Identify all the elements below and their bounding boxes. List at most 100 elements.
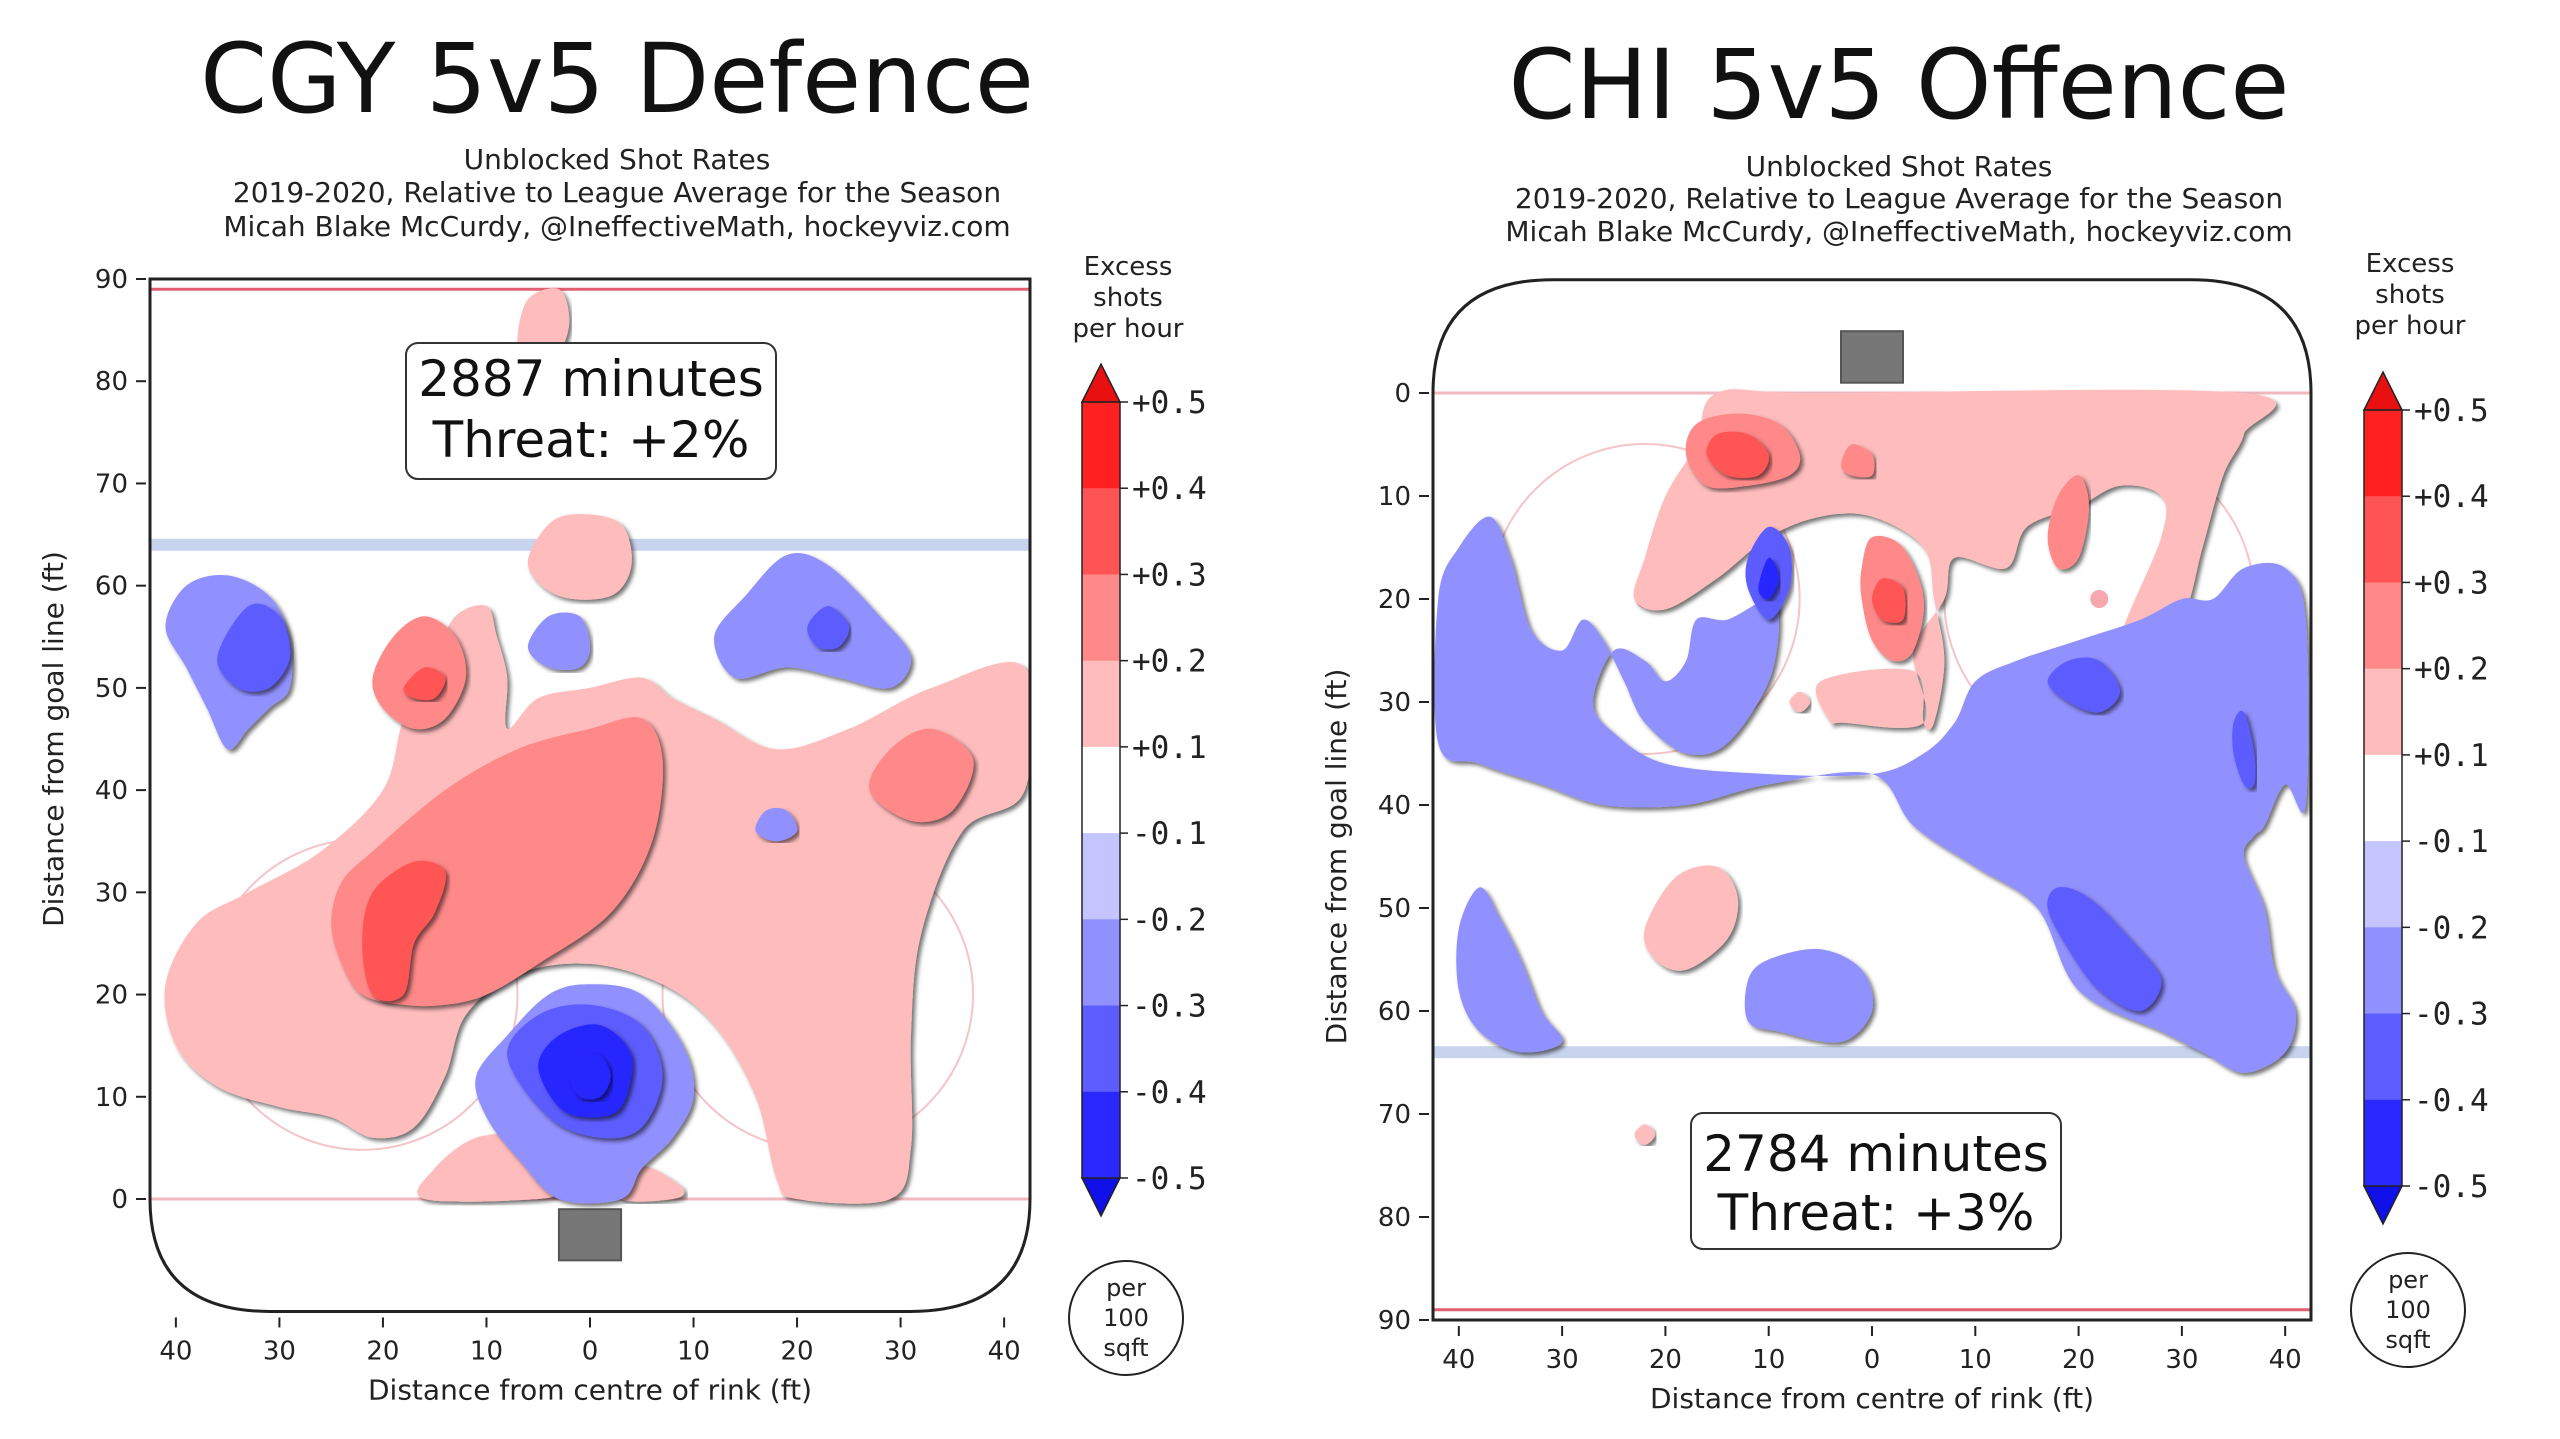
legend-swatch xyxy=(2364,496,2402,583)
legend-label: +0.5 xyxy=(2414,393,2489,429)
y-tick-label: 40 xyxy=(1378,791,1411,821)
contour-region xyxy=(403,667,446,701)
legend-label: -0.4 xyxy=(1132,1075,1207,1111)
contour-region xyxy=(1633,389,2277,730)
y-axis-label: Distance from goal line (ft) xyxy=(37,551,70,927)
y-tick-label: 30 xyxy=(1378,688,1411,718)
y-axis-label: Distance from goal line (ft) xyxy=(1320,669,1353,1045)
y-tick-label: 0 xyxy=(111,1185,128,1215)
legend-swatch xyxy=(1082,1091,1120,1179)
legend-swatch xyxy=(2364,668,2402,756)
y-tick-label: 10 xyxy=(95,1083,128,1113)
y-tick-label: 70 xyxy=(95,469,128,499)
legend-swatch xyxy=(2364,927,2402,1015)
legend-title-line: shots xyxy=(2375,280,2445,310)
y-tick-label: 90 xyxy=(1378,1306,1411,1336)
chart-subtitle-line: Unblocked Shot Rates xyxy=(1746,150,2053,183)
legend-label: -0.4 xyxy=(2414,1083,2489,1119)
legend-swatch xyxy=(1082,746,1120,834)
contour-region xyxy=(807,606,850,650)
x-tick-label: 40 xyxy=(159,1336,192,1366)
legend-swatch xyxy=(1082,833,1120,920)
unit-label-line: sqft xyxy=(1103,1334,1148,1362)
info-box xyxy=(405,342,777,480)
rink-border xyxy=(148,277,1032,1313)
y-tick-label: 80 xyxy=(95,367,128,397)
chart-subtitle-line: 2019-2020, Relative to League Average fo… xyxy=(1515,182,2283,215)
legend-label: +0.5 xyxy=(1132,385,1207,421)
chart-subtitle-line: 2019-2020, Relative to League Average fo… xyxy=(233,176,1001,209)
contour-region xyxy=(755,807,798,842)
chart-subtitle-line: Micah Blake McCurdy, @IneffectiveMath, h… xyxy=(1505,215,2292,248)
legend-label: -0.3 xyxy=(1132,989,1207,1025)
contour-region xyxy=(527,612,590,671)
x-tick-label: 20 xyxy=(781,1336,814,1366)
contour-region xyxy=(1872,578,1906,623)
goal-net xyxy=(557,1208,623,1262)
legend-label: -0.5 xyxy=(2414,1169,2489,1205)
legend-label: -0.1 xyxy=(1132,816,1207,852)
y-tick-label: 90 xyxy=(95,265,128,295)
legend-swatch xyxy=(1082,402,1120,489)
x-tick-label: 40 xyxy=(1442,1345,1475,1375)
x-tick-label: 0 xyxy=(582,1336,599,1366)
minutes-label: 2784 minutes xyxy=(1703,1125,2049,1183)
unit-label-line: per xyxy=(2388,1266,2428,1294)
legend-title-line: Excess xyxy=(2366,249,2455,279)
legend-label: +0.4 xyxy=(1132,471,1207,507)
x-tick-label: 20 xyxy=(1649,1345,1682,1375)
x-tick-label: 10 xyxy=(470,1336,503,1366)
legend-title-line: shots xyxy=(1093,283,1163,313)
unit-circle xyxy=(2350,1252,2466,1368)
chart-subtitle-line: Unblocked Shot Rates xyxy=(464,143,771,176)
legend-swatch xyxy=(1082,660,1120,748)
legend-label: -0.2 xyxy=(1132,902,1207,938)
contour-region xyxy=(1744,948,1874,1043)
x-axis-label: Distance from centre of rink (ft) xyxy=(368,1373,812,1406)
x-tick-label: 40 xyxy=(2269,1345,2302,1375)
faceoff-dot xyxy=(2090,590,2109,608)
chart-title: CHI 5v5 Offence xyxy=(1509,29,2290,141)
contour-region xyxy=(527,514,632,600)
contour-region xyxy=(1634,1124,1656,1145)
legend-label: -0.2 xyxy=(2414,910,2489,946)
legend-label: +0.2 xyxy=(1132,644,1207,680)
legend-title-line: per hour xyxy=(2354,311,2465,341)
panel-cgy-defence: CGY 5v5 Defence Unblocked Shot Rates2019-… xyxy=(37,23,1207,1406)
x-tick-label: 10 xyxy=(677,1336,710,1366)
x-tick-label: 30 xyxy=(263,1336,296,1366)
contour-region xyxy=(362,860,446,1001)
contour-region xyxy=(2232,710,2256,789)
legend-swatch xyxy=(2364,841,2402,928)
y-tick-label: 80 xyxy=(1378,1203,1411,1233)
minutes-label: 2887 minutes xyxy=(418,350,764,408)
x-tick-label: 20 xyxy=(366,1336,399,1366)
contour-region xyxy=(868,728,974,823)
contour-region xyxy=(2047,657,2120,713)
chart-title: CGY 5v5 Defence xyxy=(200,23,1034,135)
x-tick-label: 20 xyxy=(2062,1345,2095,1375)
x-axis-label: Distance from centre of rink (ft) xyxy=(1650,1382,2094,1415)
y-tick-label: 20 xyxy=(1378,585,1411,615)
legend-label: +0.1 xyxy=(2414,738,2489,774)
unit-label-line: 100 xyxy=(2385,1296,2431,1324)
legend-label: -0.1 xyxy=(2414,824,2489,860)
unit-circle xyxy=(1068,1260,1184,1376)
contour-region xyxy=(1758,557,1779,600)
y-tick-label: 0 xyxy=(1394,379,1411,409)
unit-label-line: 100 xyxy=(1103,1304,1149,1332)
threat-label: Threat: +3% xyxy=(1717,1184,2035,1242)
info-box xyxy=(1690,1112,2062,1250)
x-tick-label: 0 xyxy=(1864,1345,1881,1375)
legend-label: -0.3 xyxy=(2414,997,2489,1033)
rink-border xyxy=(1431,278,2313,1322)
contour-region xyxy=(1841,444,1875,478)
contour-region xyxy=(1643,865,1739,971)
x-tick-label: 30 xyxy=(1546,1345,1579,1375)
goal-net xyxy=(1840,330,1904,384)
contour-region xyxy=(1706,431,1770,478)
y-tick-label: 20 xyxy=(95,981,128,1011)
y-tick-label: 70 xyxy=(1378,1100,1411,1130)
legend-label: +0.4 xyxy=(2414,479,2489,515)
